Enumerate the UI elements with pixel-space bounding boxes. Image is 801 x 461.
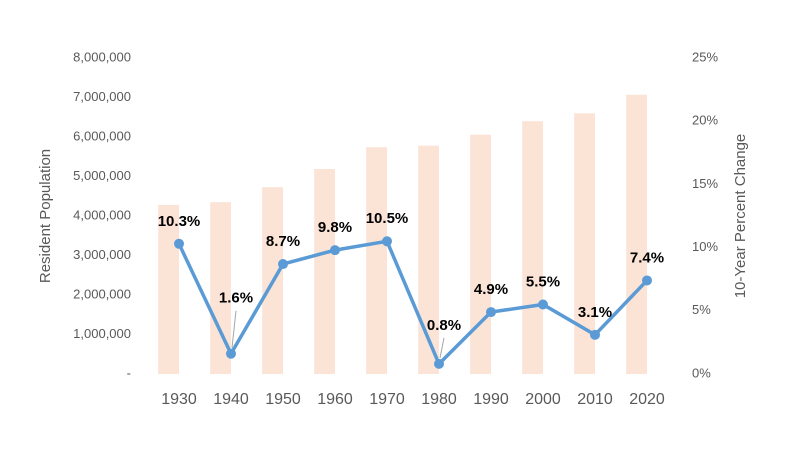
y2-tick-label: 10% — [692, 239, 718, 254]
line-point — [434, 358, 444, 369]
bar — [626, 94, 647, 375]
x-tick-label: 1990 — [473, 391, 509, 408]
y-tick-label: 4,000,000 — [73, 207, 131, 222]
leader-line — [439, 337, 445, 358]
data-label: 4.9% — [474, 281, 508, 298]
x-tick-label: 2010 — [577, 391, 613, 408]
data-label: 8.7% — [266, 233, 300, 250]
data-label: 0.8% — [427, 317, 461, 334]
y2-axis-title: 10-Year Percent Change — [732, 134, 749, 299]
leader-line — [231, 310, 237, 348]
bar — [418, 145, 439, 374]
y-tick-label: 3,000,000 — [73, 247, 131, 262]
x-tick-label: 1930 — [161, 391, 197, 408]
y2-tick-label: 25% — [692, 49, 718, 64]
line-point — [486, 307, 496, 318]
y-tick-label: 5,000,000 — [73, 168, 131, 183]
data-label: 5.5% — [526, 273, 560, 290]
x-tick-label: 1950 — [265, 391, 301, 408]
x-tick-label: 1970 — [369, 391, 405, 408]
y2-tick-label: 5% — [692, 302, 711, 317]
y-tick-label: 8,000,000 — [73, 49, 131, 64]
bar — [366, 147, 387, 374]
bar — [158, 204, 179, 374]
x-tick-label: 1960 — [317, 391, 353, 408]
bar — [210, 202, 231, 374]
x-tick-label: 1940 — [213, 391, 249, 408]
line — [177, 239, 649, 367]
x-tick-label: 1980 — [421, 391, 457, 408]
line-point — [642, 275, 652, 286]
line-point — [538, 299, 548, 310]
line-point — [226, 348, 236, 359]
line-point — [382, 236, 392, 247]
line-point — [278, 259, 288, 270]
data-label: 7.4% — [630, 249, 664, 266]
line-point — [330, 245, 340, 256]
data-label: 9.8% — [318, 219, 352, 236]
x-tick-label: 2020 — [629, 391, 665, 408]
y-tick-label: 7,000,000 — [73, 89, 131, 104]
data-label: 10.3% — [158, 213, 201, 230]
line-point — [174, 238, 184, 249]
y2-tick-label: 0% — [692, 365, 711, 380]
bar — [470, 134, 491, 374]
y-tick-label: 1,000,000 — [73, 326, 131, 341]
bar — [574, 113, 595, 375]
y-tick-label: 6,000,000 — [73, 128, 131, 143]
data-label: 3.1% — [578, 304, 612, 321]
y2-tick-label: 15% — [692, 176, 718, 191]
y-tick-label: - — [127, 365, 131, 380]
bar — [314, 168, 335, 374]
x-tick-label: 2000 — [525, 391, 561, 408]
y2-tick-label: 20% — [692, 113, 718, 128]
line-point — [590, 329, 600, 340]
bar — [522, 121, 543, 374]
data-label: 1.6% — [219, 290, 253, 307]
data-label: 10.5% — [366, 210, 409, 227]
y-axis-title: Resident Population — [37, 149, 54, 283]
y-tick-label: 2,000,000 — [73, 286, 131, 301]
